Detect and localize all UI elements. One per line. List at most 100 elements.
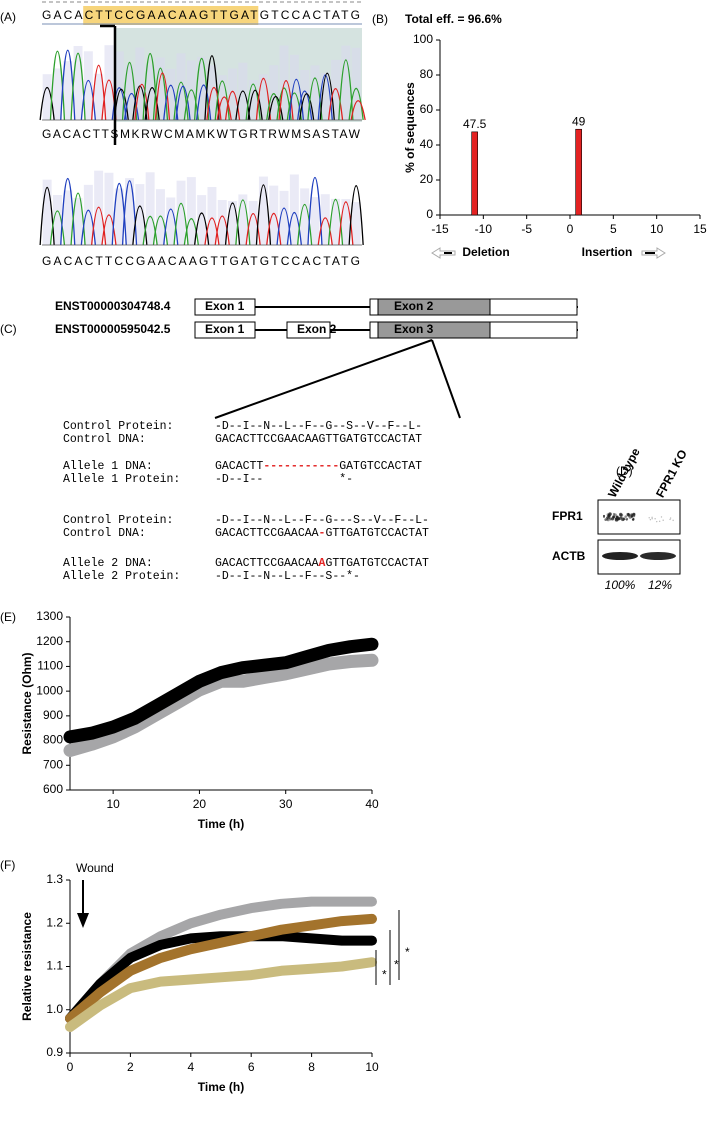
quality-bar bbox=[228, 68, 238, 120]
quality-bar bbox=[186, 177, 196, 245]
row-label: Allele 1 Protein: bbox=[63, 473, 180, 486]
bar bbox=[471, 131, 478, 216]
trace-peak bbox=[175, 85, 191, 121]
quality-bar bbox=[104, 172, 114, 245]
trace-peak bbox=[70, 52, 86, 121]
quality-bar bbox=[176, 53, 186, 120]
edited-calls: GACACTTSMKRWCMAMKWTGRTRWMSASTAW bbox=[42, 127, 361, 141]
quality-bar bbox=[114, 188, 124, 245]
sequence-part: GACACTTCCGAACAAGTTGATGTCCACTAT bbox=[215, 433, 422, 446]
quality-bar bbox=[279, 190, 289, 245]
band-speckle bbox=[648, 517, 650, 519]
y-tick-label: 800 bbox=[43, 733, 63, 747]
quality-bar bbox=[83, 184, 93, 245]
quality-bar bbox=[341, 45, 351, 121]
transcript-name: ENST00000304748.4 bbox=[55, 299, 171, 313]
band-speckle bbox=[649, 519, 652, 521]
x-tick-label: -15 bbox=[431, 222, 449, 236]
x-tick-label: 30 bbox=[279, 797, 293, 811]
quality-bar bbox=[207, 65, 217, 120]
y-tick-label: 600 bbox=[43, 782, 63, 796]
band-speckle bbox=[662, 519, 664, 521]
quality-bar bbox=[73, 45, 83, 120]
y-tick-label: 1000 bbox=[36, 683, 63, 697]
quality-bar bbox=[238, 194, 248, 245]
band-speckle bbox=[660, 516, 663, 518]
sequence-part: GTTGATGTCCACTAT bbox=[325, 557, 429, 570]
chart-title: Total eff. = 96.6% bbox=[405, 12, 502, 26]
utr bbox=[369, 321, 379, 339]
band-speckle bbox=[620, 516, 623, 519]
x-tick-label: -10 bbox=[475, 222, 493, 236]
quality-bar bbox=[176, 180, 186, 245]
quality-bar bbox=[289, 54, 299, 121]
reference-sequence: GACA CTTCCGAACAAGTTGAT GTCCACTATG bbox=[42, 8, 360, 22]
utr bbox=[369, 298, 379, 316]
quality-bar bbox=[166, 197, 176, 245]
lane-label: Wild-type bbox=[605, 445, 643, 499]
quality-bar bbox=[248, 200, 258, 245]
trace-peak bbox=[245, 212, 261, 246]
transcript-name: ENST00000595042.5 bbox=[55, 322, 171, 336]
trace-peak bbox=[111, 87, 127, 121]
quality-bar bbox=[269, 185, 279, 245]
x-tick-label: 15 bbox=[693, 222, 707, 236]
band-speckle bbox=[609, 518, 612, 521]
trace-peak bbox=[163, 208, 179, 246]
sequence-part: -D--I--N--L--F--G--S--V--F--L- bbox=[215, 420, 422, 433]
trace-peak bbox=[317, 217, 333, 246]
quality-bar bbox=[320, 194, 330, 245]
y-tick-label: 20 bbox=[420, 172, 434, 186]
band-speckle bbox=[616, 517, 619, 520]
band-speckle bbox=[651, 516, 653, 519]
significance: * bbox=[394, 958, 399, 972]
y-tick-label: 80 bbox=[420, 67, 434, 81]
quality-bar bbox=[155, 189, 165, 245]
y-tick-label: 1200 bbox=[36, 634, 63, 648]
trace-peak bbox=[307, 77, 323, 121]
exon-label: Exon 2 bbox=[297, 322, 337, 336]
series-band bbox=[63, 653, 379, 757]
trace-peak bbox=[154, 72, 171, 121]
quality-bar bbox=[320, 72, 330, 120]
x-axis-title: Time (h) bbox=[198, 1080, 244, 1094]
control-calls: GACACTTCCGAACAAGTTGATGTCCACTATG bbox=[42, 254, 360, 268]
trace-peak bbox=[255, 184, 272, 246]
quality-bar bbox=[351, 47, 361, 120]
quality-bar bbox=[125, 64, 135, 120]
significance: * bbox=[405, 945, 410, 959]
quality-bar bbox=[63, 190, 73, 245]
quality-bar bbox=[217, 200, 227, 245]
exon bbox=[286, 321, 331, 339]
quality-bar bbox=[310, 65, 320, 120]
quality-bar bbox=[300, 188, 310, 245]
trace-peak bbox=[297, 90, 313, 121]
x-tick-label: 0 bbox=[67, 1060, 74, 1074]
quality-bar bbox=[258, 74, 268, 120]
band-speckle bbox=[625, 517, 629, 521]
quality-bar bbox=[114, 51, 124, 120]
target-highlight bbox=[83, 6, 259, 25]
trace-peak bbox=[266, 212, 282, 246]
trace-peak bbox=[49, 210, 66, 246]
row-label: Allele 2 Protein: bbox=[63, 570, 180, 583]
band-speckle bbox=[669, 517, 672, 519]
quality-bar bbox=[289, 174, 299, 245]
band-speckle bbox=[604, 518, 608, 521]
y-axis-title: Resistance (Ohm) bbox=[20, 652, 34, 754]
quality-bar bbox=[351, 202, 361, 245]
band-speckle bbox=[656, 520, 658, 523]
row-label: Control Protein: bbox=[63, 420, 173, 433]
sequence-part: GTCCACTATG bbox=[260, 8, 360, 22]
sequence-part: GACA bbox=[42, 8, 82, 22]
band-speckle bbox=[628, 515, 632, 519]
annotation: Insertion bbox=[582, 245, 633, 259]
band-speckle bbox=[619, 513, 622, 516]
trace-peak bbox=[142, 215, 158, 246]
y-axis-title: % of sequences bbox=[403, 82, 417, 173]
band-speckle bbox=[630, 513, 634, 517]
band-speckle bbox=[612, 512, 615, 516]
quality-bar bbox=[341, 199, 351, 245]
x-tick-label: 5 bbox=[610, 222, 617, 236]
